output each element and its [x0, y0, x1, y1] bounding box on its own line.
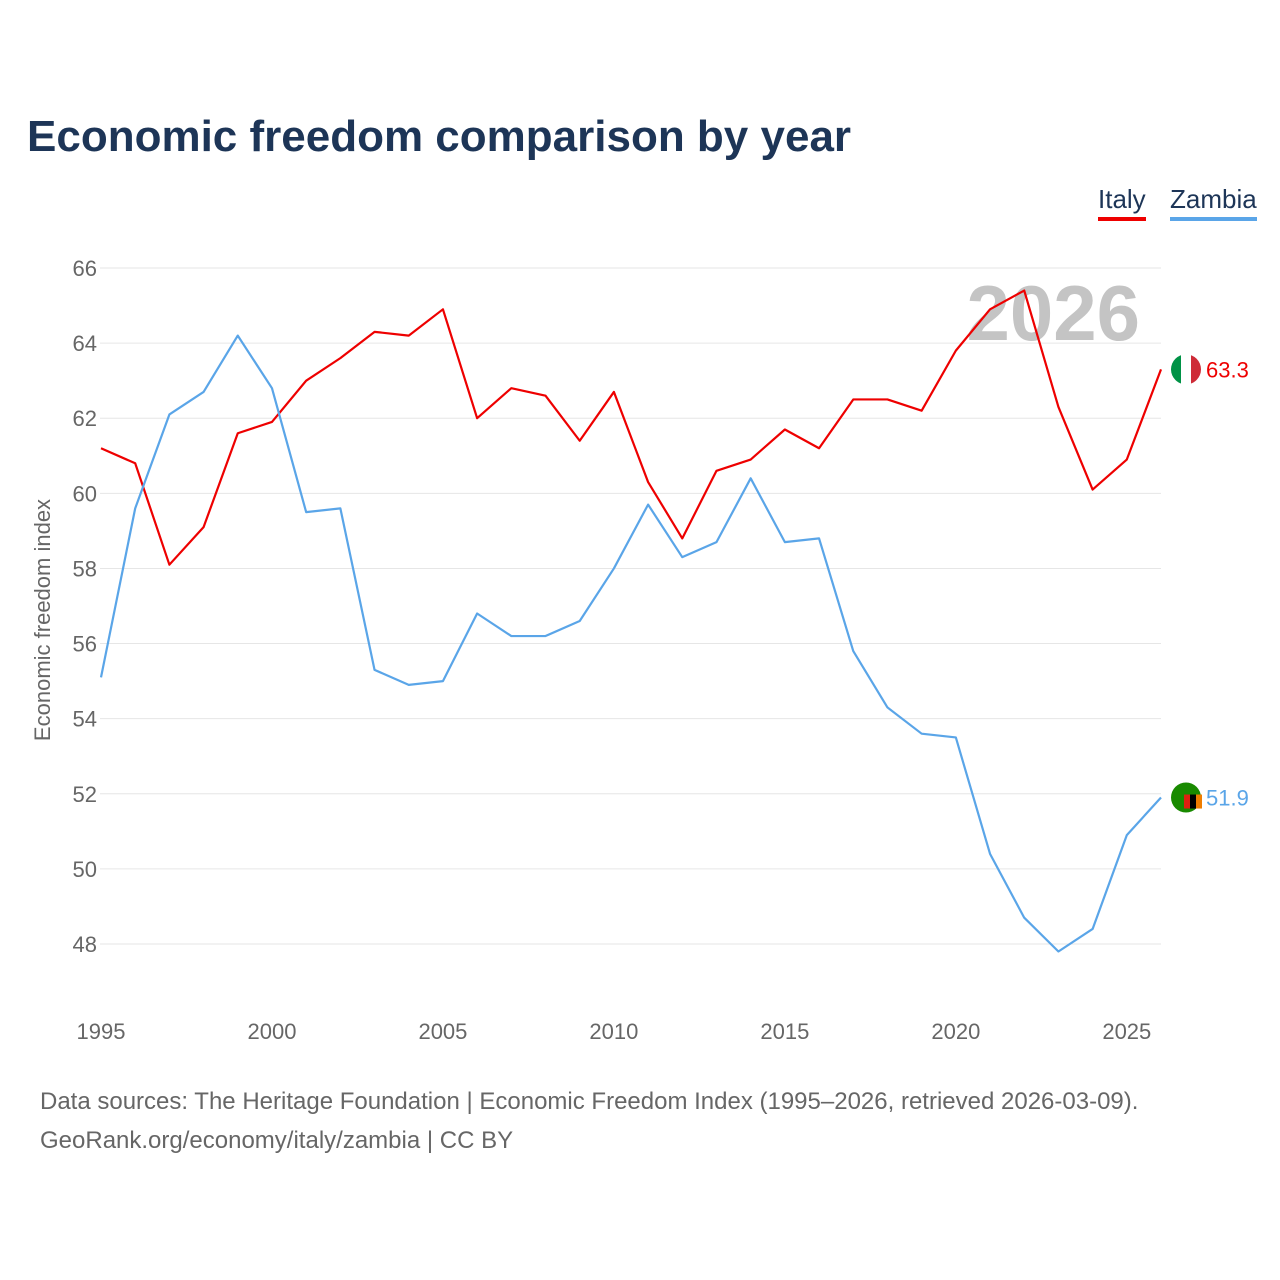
y-tick-label: 60 — [73, 481, 97, 506]
x-tick-label: 2005 — [418, 1019, 467, 1044]
y-tick-label: 52 — [73, 782, 97, 807]
legend-zambia[interactable]: Zambia — [1170, 184, 1257, 221]
y-axis-label: Economic freedom index — [30, 499, 55, 741]
y-tick-label: 58 — [73, 556, 97, 581]
x-tick-label: 2015 — [760, 1019, 809, 1044]
end-label-italy: 63.3 — [1206, 357, 1249, 382]
y-tick-label: 48 — [73, 932, 97, 957]
y-tick-label: 54 — [73, 707, 97, 732]
source-text: Data sources: The Heritage Foundation | … — [40, 1088, 1139, 1115]
chart-title: Economic freedom comparison by year — [27, 112, 852, 161]
flag-zambia-icon — [1171, 782, 1202, 813]
y-tick-label: 66 — [73, 256, 97, 281]
x-tick-label: 2025 — [1102, 1019, 1151, 1044]
y-tick-label: 56 — [73, 632, 97, 657]
flag-italy-icon — [1171, 354, 1201, 385]
source-url: GeoRank.org/economy/italy/zambia | CC BY — [40, 1127, 514, 1154]
y-tick-label: 64 — [73, 331, 97, 356]
year-watermark: 2026 — [966, 269, 1140, 357]
x-tick-label: 2000 — [247, 1019, 296, 1044]
x-tick-label: 1995 — [77, 1019, 126, 1044]
y-tick-label: 50 — [73, 857, 97, 882]
series-line-zambia — [99, 334, 1162, 953]
x-tick-label: 2010 — [589, 1019, 638, 1044]
y-tick-label: 62 — [73, 406, 97, 431]
x-tick-label: 2020 — [931, 1019, 980, 1044]
legend-italy[interactable]: Italy — [1098, 184, 1146, 221]
series-line-italy — [100, 289, 1163, 566]
end-label-zambia: 51.9 — [1206, 786, 1249, 811]
